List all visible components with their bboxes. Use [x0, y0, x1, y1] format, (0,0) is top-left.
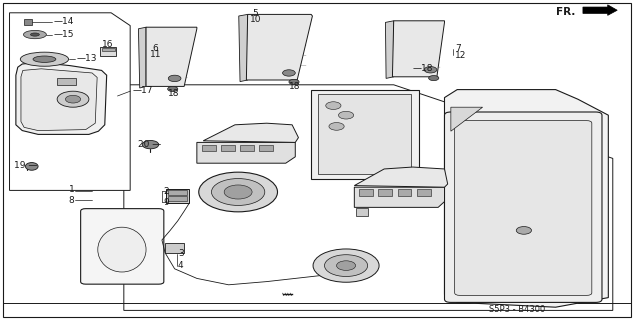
Bar [165, 243, 184, 253]
Text: S5P3 - B4300: S5P3 - B4300 [489, 305, 545, 314]
Bar [240, 145, 254, 151]
Ellipse shape [337, 261, 356, 270]
Bar [166, 189, 189, 203]
Text: —13: —13 [77, 54, 97, 63]
Polygon shape [16, 62, 107, 134]
Text: 16: 16 [102, 40, 114, 49]
Text: 1: 1 [69, 185, 74, 194]
Bar [359, 189, 373, 196]
Text: 9: 9 [163, 198, 169, 207]
Text: 18: 18 [289, 82, 300, 91]
Text: 7: 7 [455, 44, 461, 52]
Ellipse shape [326, 102, 341, 109]
Ellipse shape [424, 67, 437, 73]
Text: 11: 11 [150, 50, 161, 59]
Bar [221, 145, 235, 151]
Polygon shape [21, 69, 97, 131]
Ellipse shape [142, 140, 159, 149]
Text: 19 —: 19 — [14, 161, 37, 170]
Text: FR.: FR. [556, 7, 575, 17]
Ellipse shape [211, 179, 265, 205]
Polygon shape [203, 123, 298, 142]
Ellipse shape [199, 172, 277, 212]
FancyBboxPatch shape [81, 209, 164, 284]
Bar [24, 19, 32, 25]
Ellipse shape [30, 33, 39, 36]
Text: 12: 12 [455, 51, 467, 60]
Text: 20 —: 20 — [138, 140, 162, 149]
Polygon shape [197, 142, 295, 163]
Text: —15: —15 [54, 30, 74, 39]
Polygon shape [392, 21, 444, 77]
FancyBboxPatch shape [444, 112, 602, 302]
Bar [202, 145, 216, 151]
Bar [100, 47, 116, 56]
FancyBboxPatch shape [455, 121, 592, 295]
Ellipse shape [57, 91, 89, 107]
Polygon shape [138, 27, 146, 88]
Polygon shape [444, 90, 608, 307]
Ellipse shape [283, 70, 295, 76]
Bar [168, 190, 187, 195]
Text: 10: 10 [250, 15, 261, 24]
Ellipse shape [98, 227, 146, 272]
Polygon shape [354, 187, 444, 207]
Polygon shape [354, 167, 448, 187]
Text: 18: 18 [168, 89, 179, 98]
Bar [356, 208, 368, 216]
Bar [417, 189, 431, 196]
Polygon shape [239, 14, 248, 82]
Text: 8: 8 [69, 196, 74, 204]
Bar [168, 196, 187, 201]
Polygon shape [451, 107, 483, 131]
Polygon shape [124, 85, 613, 310]
Text: 4: 4 [178, 261, 184, 270]
Polygon shape [385, 21, 394, 78]
Ellipse shape [168, 86, 178, 92]
Bar [102, 48, 115, 51]
Bar [398, 189, 411, 196]
Ellipse shape [429, 76, 439, 81]
Text: 5: 5 [252, 9, 258, 18]
Text: —17: —17 [132, 86, 152, 95]
Polygon shape [10, 13, 130, 190]
Text: —14: —14 [54, 17, 74, 26]
Text: 3: 3 [178, 249, 184, 258]
Polygon shape [246, 14, 312, 80]
Ellipse shape [338, 111, 354, 119]
Ellipse shape [516, 227, 531, 234]
Text: 2: 2 [163, 187, 169, 196]
Ellipse shape [324, 255, 368, 276]
Ellipse shape [25, 163, 38, 170]
Polygon shape [311, 90, 419, 179]
Ellipse shape [23, 30, 46, 39]
Text: —18: —18 [413, 64, 433, 73]
Text: 6: 6 [152, 44, 159, 52]
Ellipse shape [313, 249, 379, 282]
Ellipse shape [329, 123, 344, 130]
Bar [57, 78, 76, 85]
Ellipse shape [20, 52, 69, 66]
Ellipse shape [33, 56, 56, 62]
Polygon shape [318, 94, 411, 174]
Ellipse shape [224, 185, 252, 199]
Ellipse shape [168, 75, 181, 82]
Bar [259, 145, 273, 151]
Bar [378, 189, 392, 196]
Ellipse shape [289, 79, 299, 84]
Polygon shape [583, 5, 617, 15]
Polygon shape [146, 27, 197, 86]
Ellipse shape [65, 95, 81, 103]
